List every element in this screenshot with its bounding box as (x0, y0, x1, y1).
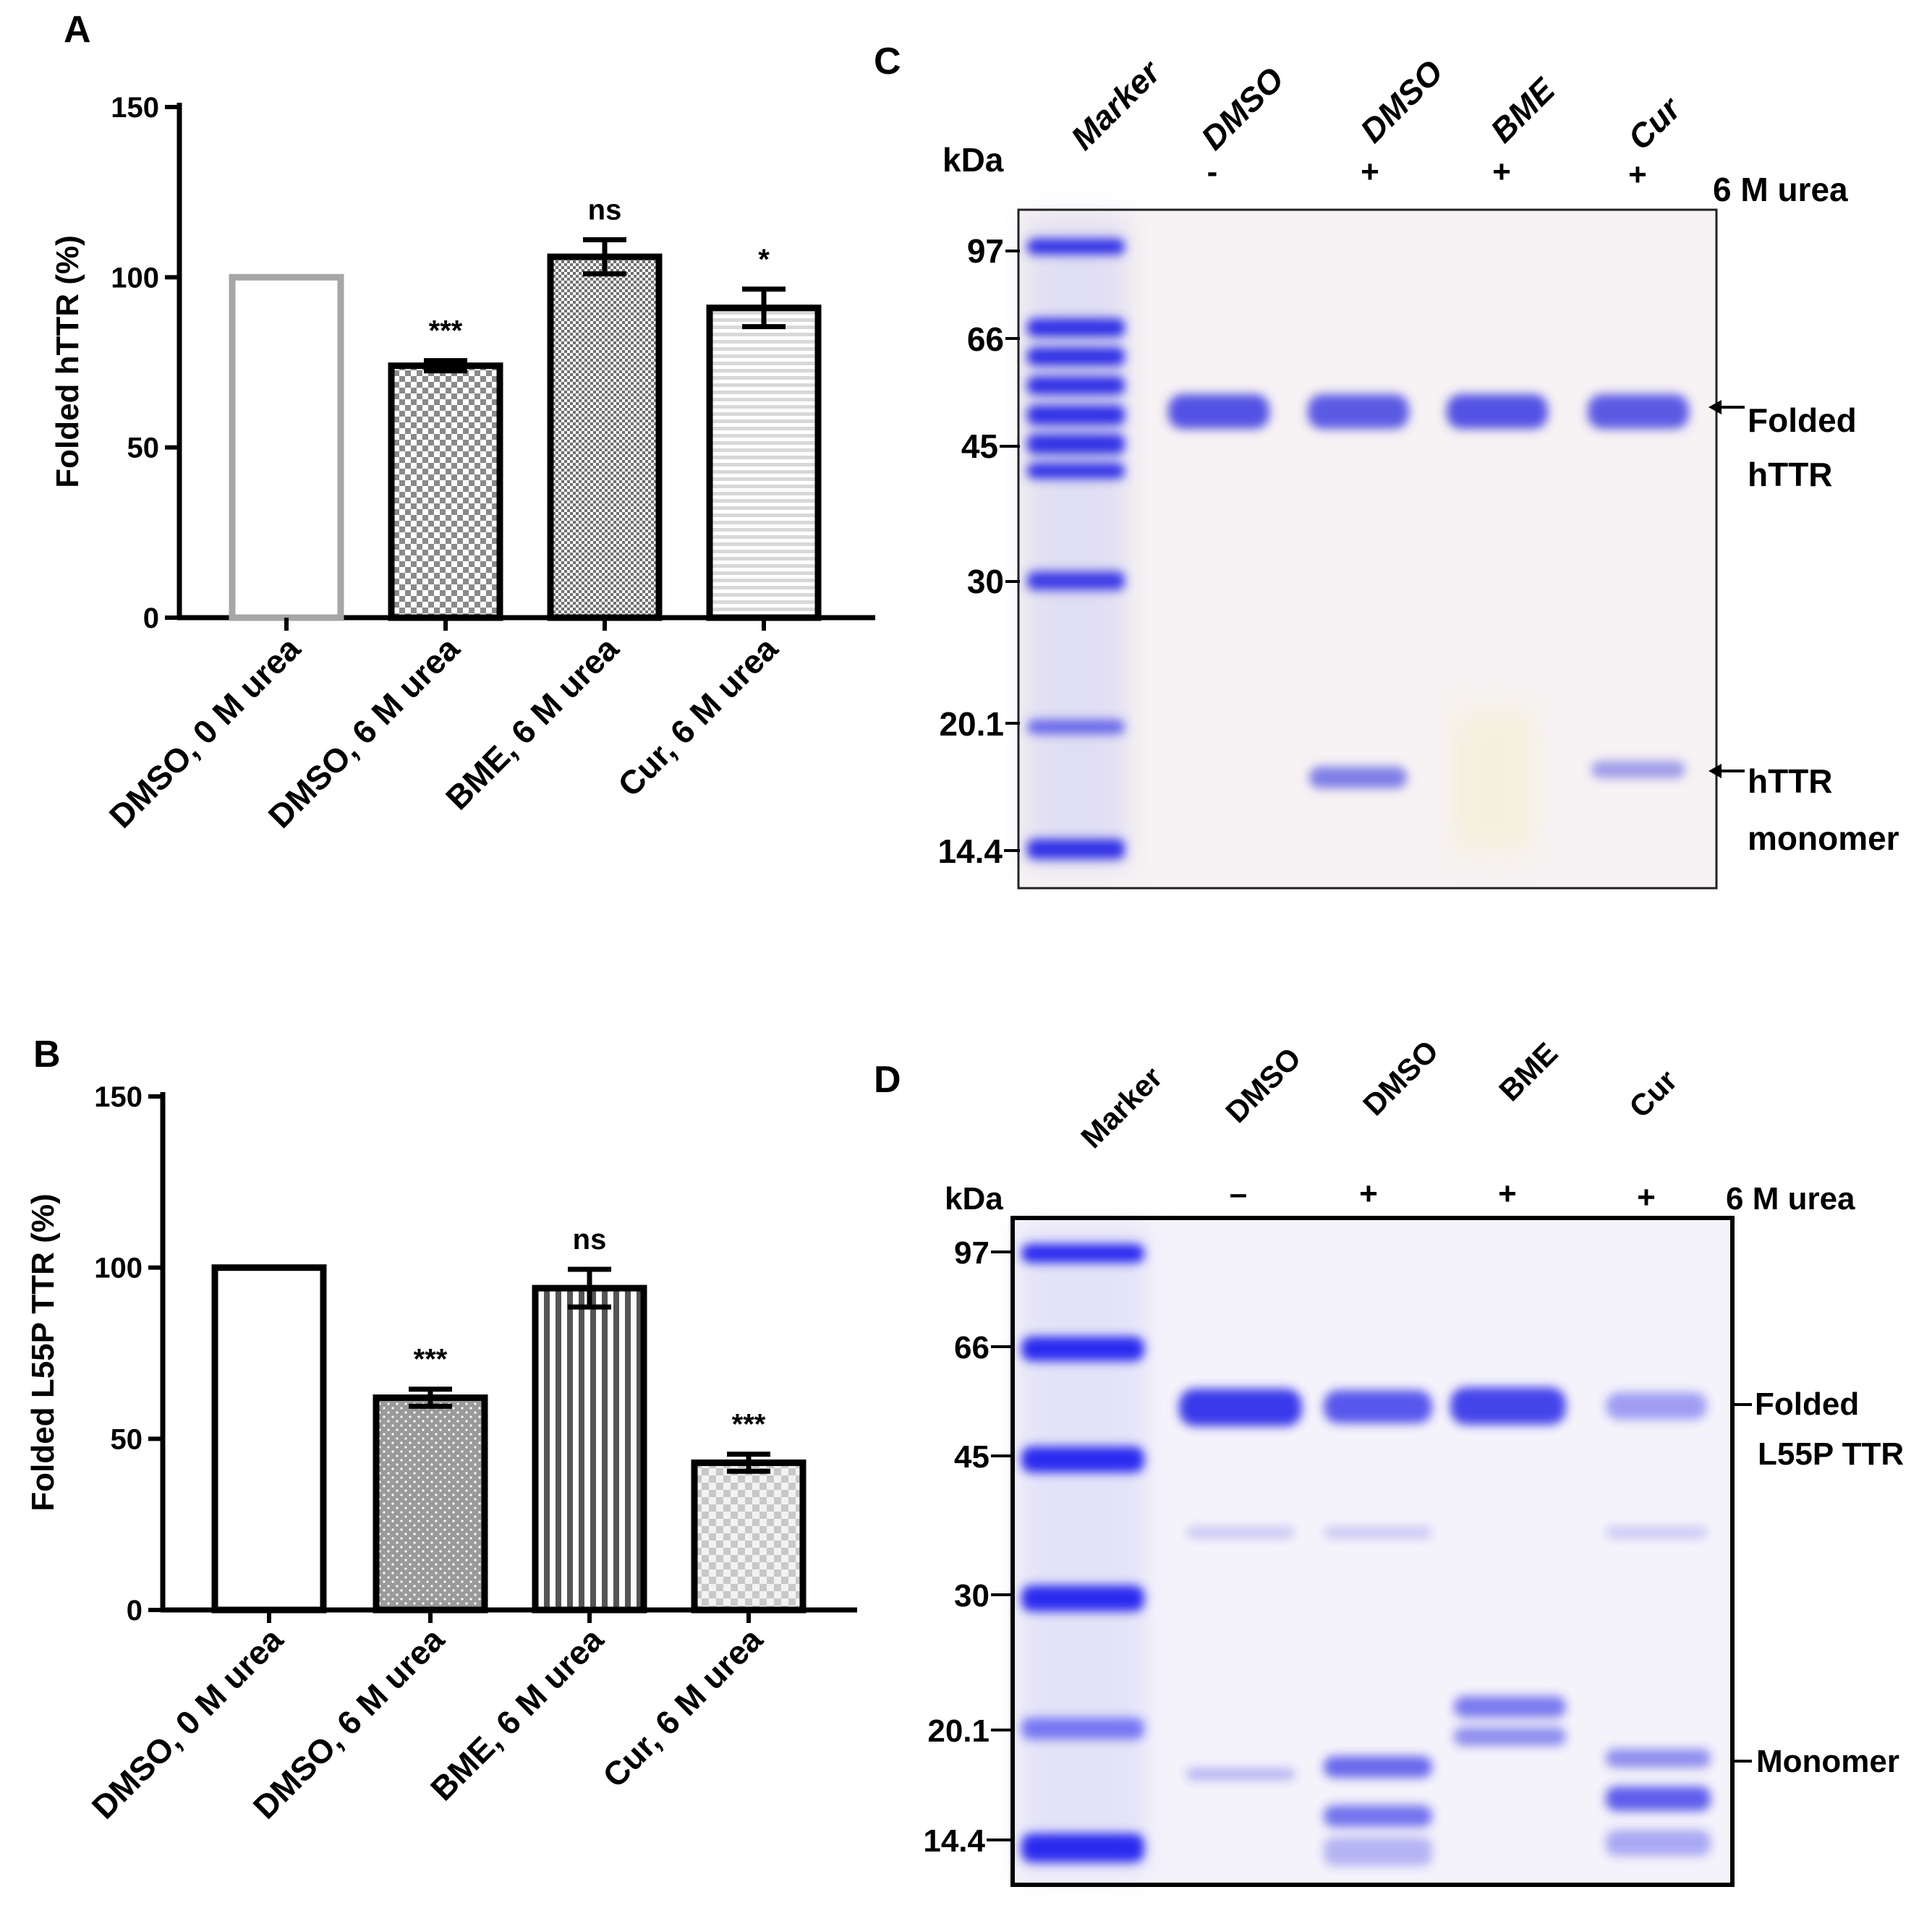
panel-letter-b: B (33, 1034, 61, 1075)
lane-label-c-cur: Cur (1620, 89, 1688, 157)
sign-c-1: - (1207, 154, 1218, 189)
marker-c-97: 97 (967, 232, 1004, 270)
lane-label-c-dmso-1: DMSO (1193, 60, 1291, 158)
sign-d-1: – (1230, 1176, 1247, 1211)
lane-label-c-marker: Marker (1063, 52, 1168, 157)
sign-d-3: + (1498, 1176, 1517, 1211)
marker-ticks-d (987, 1251, 1013, 1841)
marker-d-14: 14.4 (923, 1823, 985, 1859)
kda-label-d: kDa (945, 1181, 1003, 1217)
y-axis-label-a: Folded hTTR (%) (50, 235, 85, 488)
arrow-folded-c (1708, 400, 1745, 414)
panel-letter-d: D (874, 1059, 901, 1101)
lane-label-d-dmso-1: DMSO (1219, 1041, 1307, 1129)
y-tick-label-b-3: 150 (94, 1081, 142, 1113)
category-label-b-2: BME, 6 M urea (423, 1620, 610, 1807)
bar-b-0 (211, 1264, 327, 1614)
panel-c: C (874, 41, 1899, 890)
significance-label-b-2: ns (573, 1224, 607, 1256)
y-tick-label-a-0: 0 (143, 602, 159, 634)
marker-c-14: 14.4 (937, 832, 1003, 870)
bar-a-3 (706, 304, 822, 621)
sign-d-2: + (1359, 1176, 1378, 1211)
kda-label-c: kDa (942, 141, 1004, 179)
sign-c-2: + (1361, 154, 1379, 189)
significance-label-a-3: * (758, 244, 770, 276)
gel-image-d (1010, 1216, 1735, 1887)
significance-label-a-1: *** (429, 315, 463, 347)
y-tick-label-b-0: 0 (127, 1595, 142, 1627)
lane-label-d-cur: Cur (1622, 1063, 1683, 1124)
category-label-a-2: BME, 6 M urea (438, 629, 626, 817)
bar-a-1 (388, 362, 503, 621)
sign-c-4: + (1628, 157, 1647, 192)
annot-c-monomer-1: hTTR (1748, 762, 1833, 800)
lane-label-d-marker: Marker (1074, 1060, 1169, 1155)
marker-d-30: 30 (954, 1578, 990, 1614)
lane-label-d-bme: BME (1492, 1036, 1564, 1107)
annot-d-folded-2: L55P TTR (1758, 1436, 1904, 1472)
y-tick-label-a-2: 100 (111, 262, 159, 294)
bar-a-2 (547, 253, 663, 621)
marker-c-45: 45 (961, 427, 998, 465)
panel-d: D (874, 1034, 1904, 1887)
y-tick-label-a-1: 50 (127, 433, 160, 464)
marker-d-20: 20.1 (927, 1713, 990, 1749)
annot-d-monomer: Monomer (1756, 1744, 1899, 1779)
annot-d-folded-1: Folded (1755, 1386, 1859, 1422)
panel-letter-c: C (874, 41, 901, 82)
sign-c-3: + (1492, 154, 1511, 189)
lane-label-c-dmso-2: DMSO (1353, 53, 1450, 150)
arrow-monomer-c (1708, 764, 1745, 778)
marker-d-45: 45 (954, 1439, 990, 1475)
annot-c-folded-1: Folded (1748, 401, 1857, 439)
urea-label-c: 6 M urea (1713, 171, 1848, 208)
y-axis-label-b: Folded L55P TTR (%) (25, 1193, 61, 1511)
significance-label-b-1: *** (414, 1344, 448, 1376)
marker-d-66: 66 (954, 1330, 990, 1365)
urea-label-d: 6 M urea (1726, 1181, 1855, 1217)
marker-c-66: 66 (967, 320, 1004, 358)
y-tick-label-b-2: 100 (94, 1253, 142, 1284)
y-tick-label-b-1: 50 (111, 1423, 143, 1455)
category-label-b-3: Cur, 6 M urea (595, 1620, 770, 1794)
significance-label-b-3: *** (732, 1409, 766, 1441)
bar-b-2 (532, 1284, 647, 1614)
panel-letter-a: A (64, 9, 91, 51)
annot-c-monomer-2: monomer (1748, 819, 1899, 857)
marker-d-97: 97 (954, 1235, 990, 1271)
lane-label-c-bme: BME (1483, 70, 1562, 150)
annot-c-folded-2: hTTR (1748, 456, 1833, 493)
marker-c-30: 30 (967, 563, 1004, 600)
bar-a-0 (229, 273, 344, 621)
category-label-a-3: Cur, 6 M urea (610, 629, 785, 804)
gel-image-c (1017, 208, 1718, 890)
lane-label-d-dmso-2: DMSO (1356, 1034, 1444, 1122)
sign-d-4: + (1637, 1180, 1656, 1215)
marker-ticks-c (1000, 250, 1020, 852)
significance-label-a-2: ns (588, 195, 622, 226)
bar-b-3 (691, 1459, 807, 1614)
marker-c-20: 20.1 (939, 705, 1004, 743)
y-tick-label-a-3: 150 (111, 92, 159, 124)
bar-b-1 (373, 1394, 488, 1614)
